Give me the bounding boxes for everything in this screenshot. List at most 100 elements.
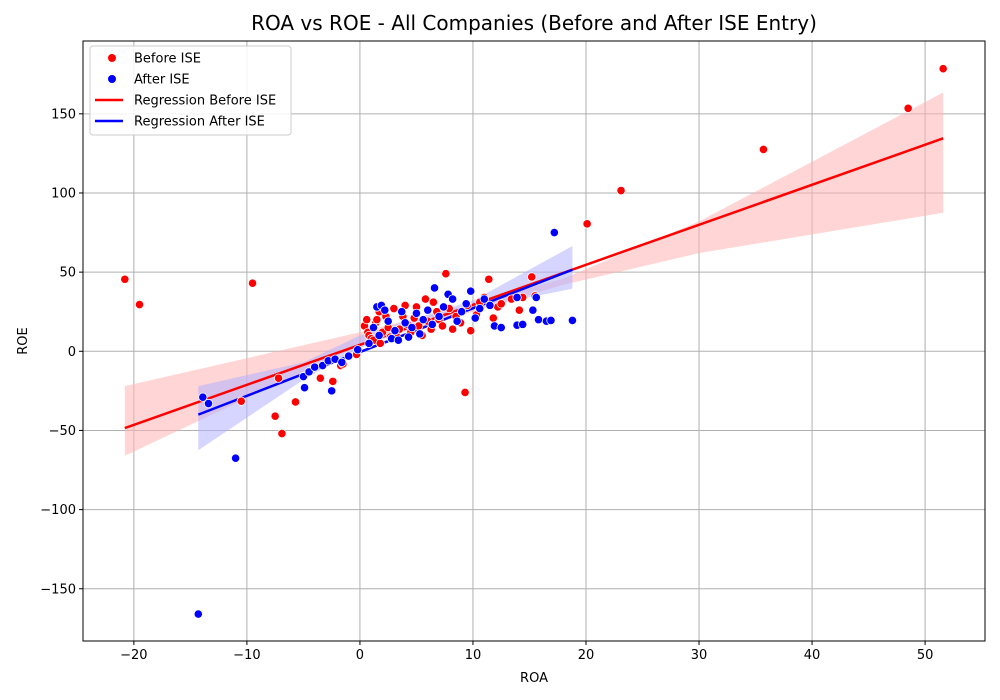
- x-tick-label: 10: [465, 648, 482, 663]
- data-point: [938, 64, 948, 74]
- y-tick-label: −100: [40, 503, 76, 518]
- data-point: [452, 316, 462, 326]
- legend-label: After ISE: [134, 73, 190, 88]
- data-point: [441, 269, 451, 279]
- data-point: [479, 294, 489, 304]
- data-point: [423, 305, 433, 315]
- data-point: [193, 609, 203, 619]
- data-point: [434, 311, 444, 322]
- data-point: [299, 383, 310, 393]
- data-point: [134, 299, 145, 310]
- legend-label: Before ISE: [134, 52, 201, 67]
- data-point: [527, 272, 537, 282]
- y-tick-label: 100: [51, 186, 76, 201]
- data-point: [403, 332, 414, 342]
- regression-line: [124, 137, 944, 430]
- x-tick-label: 0: [356, 648, 364, 663]
- y-tick-label: −50: [49, 424, 76, 439]
- y-tick-label: 0: [68, 345, 76, 360]
- data-point: [198, 392, 208, 402]
- data-point: [427, 319, 437, 329]
- data-points: [120, 64, 948, 619]
- data-point: [374, 330, 384, 341]
- legend-box: [89, 45, 292, 136]
- data-point: [290, 397, 301, 407]
- data-point: [466, 326, 476, 336]
- data-point: [120, 274, 130, 284]
- x-tick-label: 50: [917, 648, 934, 663]
- data-point: [438, 302, 449, 312]
- data-point: [236, 396, 246, 406]
- data-point: [470, 313, 480, 323]
- data-point: [390, 326, 400, 336]
- data-point: [448, 324, 458, 334]
- data-point: [380, 305, 390, 315]
- data-point: [203, 398, 214, 409]
- y-tick-label: −150: [40, 582, 76, 597]
- data-point: [616, 186, 626, 196]
- data-point: [488, 313, 498, 323]
- data-point: [277, 429, 287, 439]
- legend-marker: [108, 54, 116, 62]
- data-point: [518, 319, 528, 329]
- data-point: [372, 315, 382, 325]
- data-point: [397, 307, 407, 317]
- y-tick-label: 50: [59, 266, 76, 281]
- data-point: [310, 362, 320, 372]
- data-point: [485, 300, 495, 310]
- legend: Before ISE After ISE Regression Before ISE…: [89, 45, 292, 136]
- data-point: [484, 274, 494, 284]
- data-point: [418, 315, 428, 325]
- data-point: [411, 308, 422, 318]
- data-point: [460, 387, 470, 398]
- data-point: [531, 292, 541, 303]
- plot-frame: [82, 40, 986, 642]
- data-point: [567, 315, 578, 326]
- data-point: [461, 299, 471, 309]
- data-point: [315, 373, 325, 383]
- data-point: [457, 307, 467, 317]
- regression-lines: [124, 137, 944, 430]
- data-point: [429, 283, 440, 293]
- y-tick-label: 150: [51, 107, 76, 122]
- data-point: [328, 376, 338, 386]
- data-point: [393, 335, 403, 345]
- data-point: [230, 453, 241, 463]
- data-point: [400, 318, 410, 328]
- data-point: [448, 294, 458, 304]
- data-point: [437, 321, 448, 331]
- data-point: [582, 219, 592, 229]
- data-point: [496, 299, 506, 309]
- x-tick-label: −20: [120, 648, 147, 663]
- data-point: [273, 373, 284, 383]
- data-point: [758, 144, 769, 155]
- data-point: [407, 322, 417, 333]
- data-point: [362, 315, 372, 325]
- data-point: [466, 286, 476, 296]
- x-tick-label: 30: [691, 648, 708, 663]
- data-point: [364, 338, 374, 348]
- legend-label: Regression Before ISE: [134, 94, 276, 109]
- data-point: [514, 305, 524, 315]
- data-point: [528, 305, 538, 315]
- data-point: [327, 386, 337, 396]
- x-axis-label: ROA: [520, 671, 548, 686]
- legend-label: Regression After ISE: [134, 115, 265, 130]
- data-point: [546, 315, 556, 326]
- data-point: [496, 322, 506, 333]
- data-point: [337, 357, 347, 367]
- x-tick-label: 20: [578, 648, 595, 663]
- x-tick-label: 40: [804, 648, 821, 663]
- x-tick-label: −10: [233, 648, 260, 663]
- regression-line: [197, 268, 573, 416]
- data-point: [415, 329, 425, 339]
- data-point: [368, 322, 379, 333]
- data-point: [375, 338, 385, 348]
- data-point: [353, 345, 363, 355]
- data-point: [549, 227, 559, 238]
- data-point: [270, 411, 280, 421]
- data-point: [903, 103, 913, 113]
- data-point: [512, 292, 522, 303]
